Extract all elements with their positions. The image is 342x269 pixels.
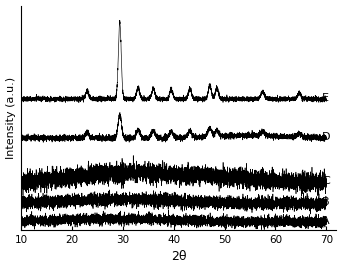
Text: C: C [322,176,330,186]
Text: D: D [322,132,331,142]
Text: E: E [322,93,329,102]
Text: A: A [322,215,330,225]
Y-axis label: Intensity (a.u.): Intensity (a.u.) [5,77,15,159]
X-axis label: 2θ: 2θ [171,250,186,263]
Text: B: B [322,197,330,207]
